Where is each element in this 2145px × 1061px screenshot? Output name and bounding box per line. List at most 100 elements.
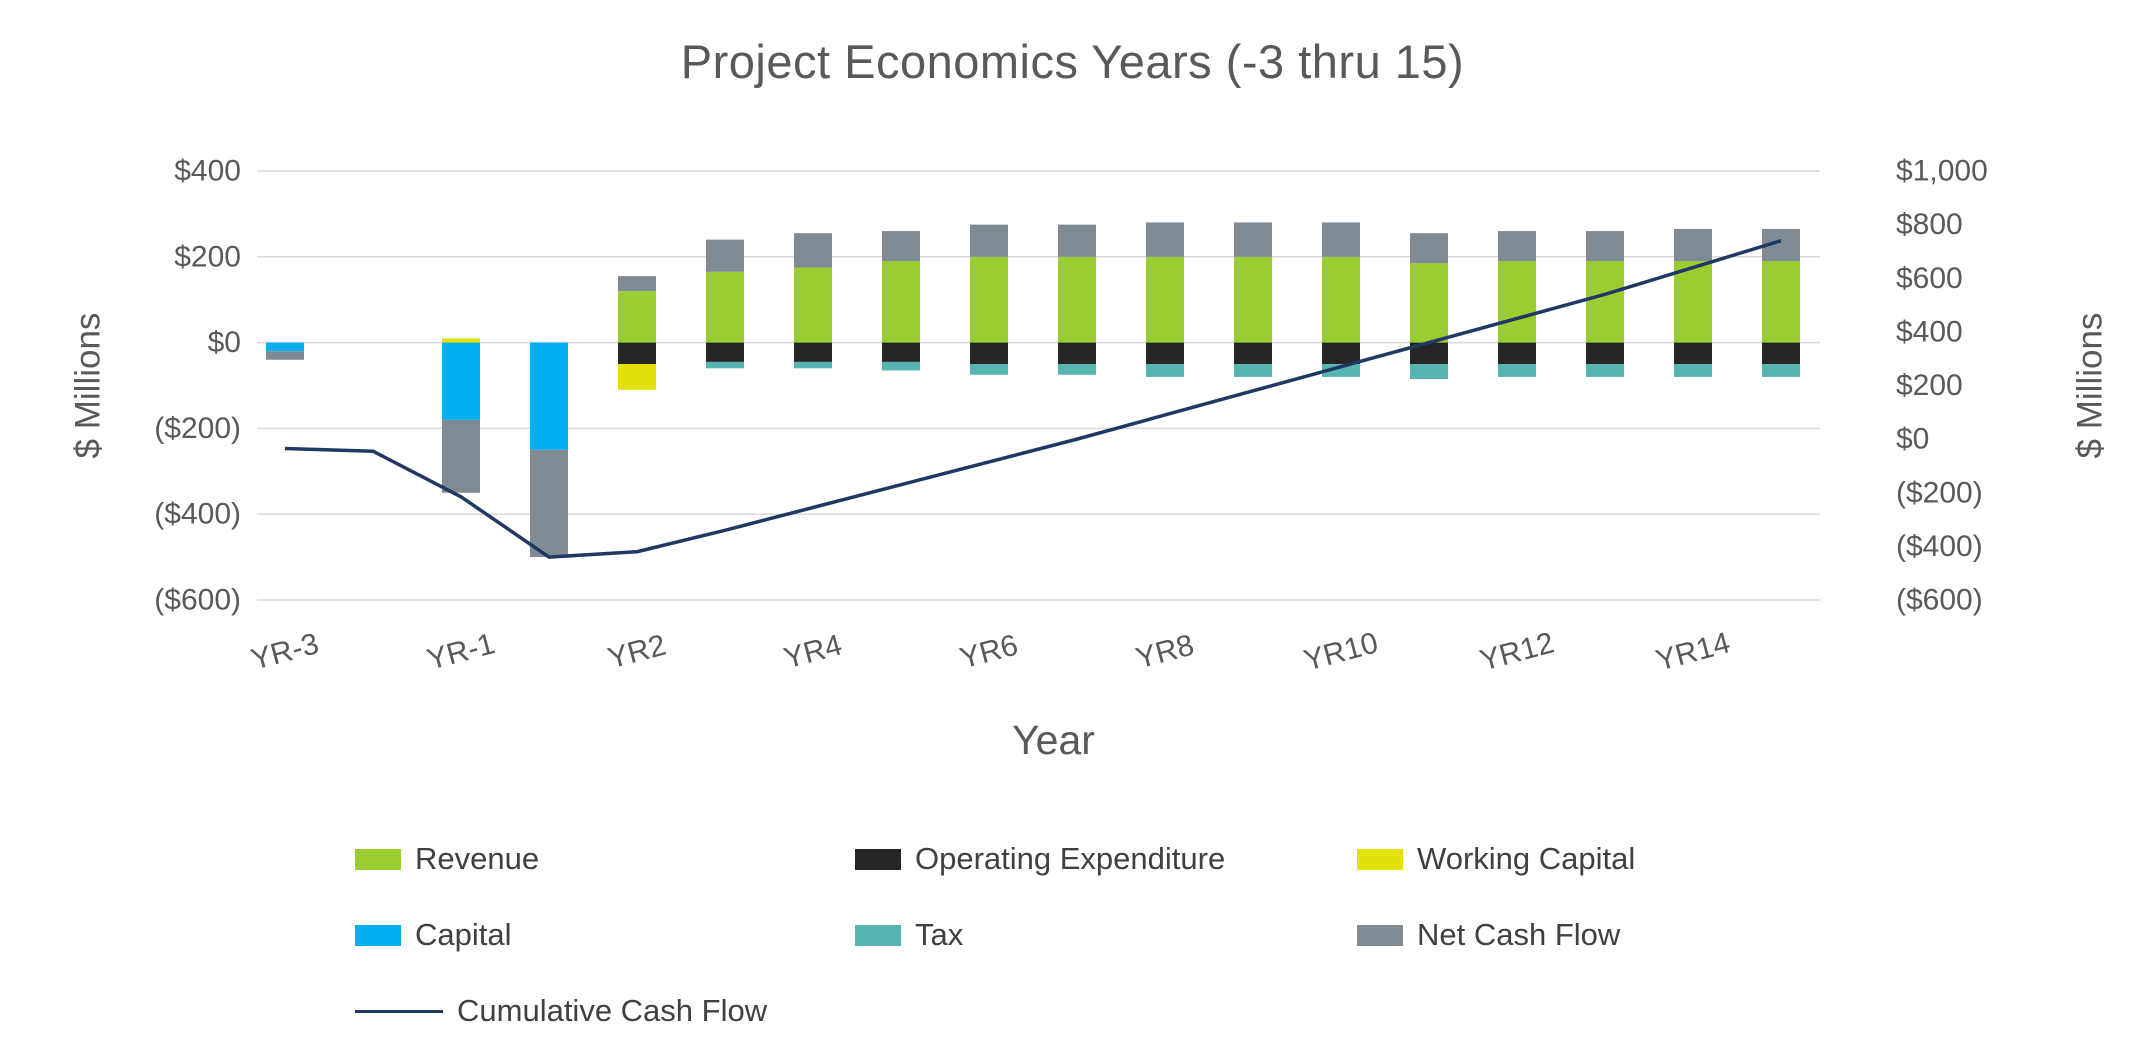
right-axis-tick-label: ($400)	[1896, 530, 1983, 563]
right-axis-title: $ Millions	[2071, 313, 2110, 459]
legend-label: Revenue	[415, 841, 540, 876]
bar-segment-capital	[442, 342, 480, 420]
bar-segment-operating-expenditure	[794, 342, 832, 362]
chart-title: Project Economics Years (-3 thru 15)	[680, 35, 1465, 88]
bar-segment-revenue	[1674, 261, 1712, 343]
bar-segment-revenue	[1762, 261, 1800, 343]
bar-segment-tax	[1058, 364, 1096, 375]
bar-segment-revenue	[970, 256, 1008, 343]
chart-legend: Revenue Operating Expenditure Working Capi…	[355, 841, 1635, 1029]
bar-segment-operating-expenditure	[1586, 342, 1624, 365]
bar-segment-tax	[1674, 364, 1712, 377]
bar-segment-net-cash-flow	[1322, 222, 1360, 257]
x-axis-tick-label: YR2	[605, 629, 670, 676]
bar-segment-operating-expenditure	[970, 342, 1008, 365]
bar-segment-net-cash-flow	[618, 276, 656, 292]
x-axis-title: Year	[1012, 717, 1095, 763]
bar-segment-revenue	[1586, 261, 1624, 343]
bar-segment-net-cash-flow	[882, 231, 920, 262]
bar-segment-tax	[1498, 364, 1536, 377]
legend-swatch	[355, 924, 401, 946]
bar-segment-revenue	[1058, 256, 1096, 343]
bar-segment-revenue	[1498, 261, 1536, 343]
bar-segment-revenue	[1322, 256, 1360, 343]
left-axis-tick-label: $200	[174, 240, 241, 273]
bar-segment-net-cash-flow	[1058, 224, 1096, 257]
legend-swatch	[855, 924, 901, 946]
bar-segment-operating-expenditure	[1762, 342, 1800, 365]
bar-segment-tax	[1146, 364, 1184, 377]
x-axis-tick-label: YR8	[1133, 629, 1198, 676]
x-axis-tick-label: YR12	[1476, 626, 1557, 677]
bar-segment-tax	[1762, 364, 1800, 377]
legend-item-net-cash-flow: Net Cash Flow	[1357, 917, 1635, 953]
bar-segment-working-capital	[618, 364, 656, 390]
bar-segment-working-capital	[442, 338, 480, 343]
legend-swatch	[355, 848, 401, 870]
bar-segment-revenue	[1410, 263, 1448, 343]
left-axis-tick-label: ($400)	[154, 498, 241, 531]
bar-segment-operating-expenditure	[1410, 342, 1448, 365]
legend-swatch	[855, 848, 901, 870]
legend-line-sample	[355, 1009, 443, 1013]
legend-item-capital: Capital	[355, 917, 855, 953]
bar-segment-net-cash-flow	[266, 351, 304, 360]
legend-swatch	[1357, 848, 1403, 870]
bar-segment-net-cash-flow	[970, 224, 1008, 257]
right-axis-tick-label: $1,000	[1896, 155, 1988, 188]
bar-segment-tax	[1234, 364, 1272, 377]
right-axis-tick-label: ($600)	[1896, 584, 1983, 617]
bar-segment-revenue	[882, 261, 920, 343]
legend-label: Capital	[415, 917, 512, 952]
bar-segment-capital	[530, 342, 568, 450]
bar-segment-operating-expenditure	[882, 342, 920, 362]
left-axis-tick-label: ($200)	[154, 412, 241, 445]
x-axis-tick-label: YR6	[957, 629, 1022, 676]
bar-segment-tax	[1410, 364, 1448, 380]
x-axis-tick-label: YR4	[781, 629, 846, 676]
legend-item-tax: Tax	[855, 917, 1357, 953]
bar-segment-net-cash-flow	[1498, 231, 1536, 262]
bar-segment-net-cash-flow	[1586, 231, 1624, 262]
bar-segment-revenue	[618, 291, 656, 343]
bar-segment-net-cash-flow	[794, 233, 832, 268]
bar-segment-operating-expenditure	[1058, 342, 1096, 365]
bar-segment-net-cash-flow	[1146, 222, 1184, 257]
legend-swatch	[1357, 924, 1403, 946]
bar-segment-net-cash-flow	[1410, 233, 1448, 264]
bar-segment-revenue	[1234, 256, 1272, 343]
legend-label: Working Capital	[1417, 841, 1636, 876]
right-axis-tick-label: $400	[1896, 315, 1963, 348]
left-axis-tick-label: $0	[208, 326, 241, 359]
bar-segment-operating-expenditure	[1146, 342, 1184, 365]
cumulative-cash-flow-line	[284, 239, 1782, 559]
bar-segment-operating-expenditure	[1498, 342, 1536, 365]
bar-segment-tax	[970, 364, 1008, 375]
legend-label: Cumulative Cash Flow	[457, 993, 768, 1028]
bar-segment-net-cash-flow	[1234, 222, 1272, 257]
bar-segment-capital	[266, 342, 304, 352]
x-axis-tick-label: YR10	[1300, 626, 1381, 677]
bar-segment-revenue	[706, 271, 744, 343]
legend-label: Operating Expenditure	[915, 841, 1226, 876]
right-axis-tick-label: $0	[1896, 423, 1929, 456]
x-axis-tick-label: YR-3	[248, 627, 323, 677]
bar-segment-operating-expenditure	[1322, 342, 1360, 365]
bar-segment-net-cash-flow	[706, 239, 744, 272]
bar-segment-revenue	[794, 267, 832, 343]
bar-segment-tax	[706, 361, 744, 369]
bar-segment-net-cash-flow	[1674, 228, 1712, 262]
right-axis-tick-label: $800	[1896, 208, 1963, 241]
legend-item-revenue: Revenue	[355, 841, 855, 877]
legend-item-working-capital: Working Capital	[1357, 841, 1635, 877]
legend-item-operating-expenditure: Operating Expenditure	[855, 841, 1357, 877]
bar-segment-operating-expenditure	[1674, 342, 1712, 365]
right-axis-tick-label: $600	[1896, 262, 1963, 295]
left-axis-tick-label: $400	[174, 155, 241, 188]
bar-segment-operating-expenditure	[706, 342, 744, 362]
bar-segment-tax	[882, 361, 920, 371]
legend-item-cumulative-cash-flow: Cumulative Cash Flow	[355, 993, 855, 1029]
left-axis-title: $ Millions	[69, 313, 108, 459]
